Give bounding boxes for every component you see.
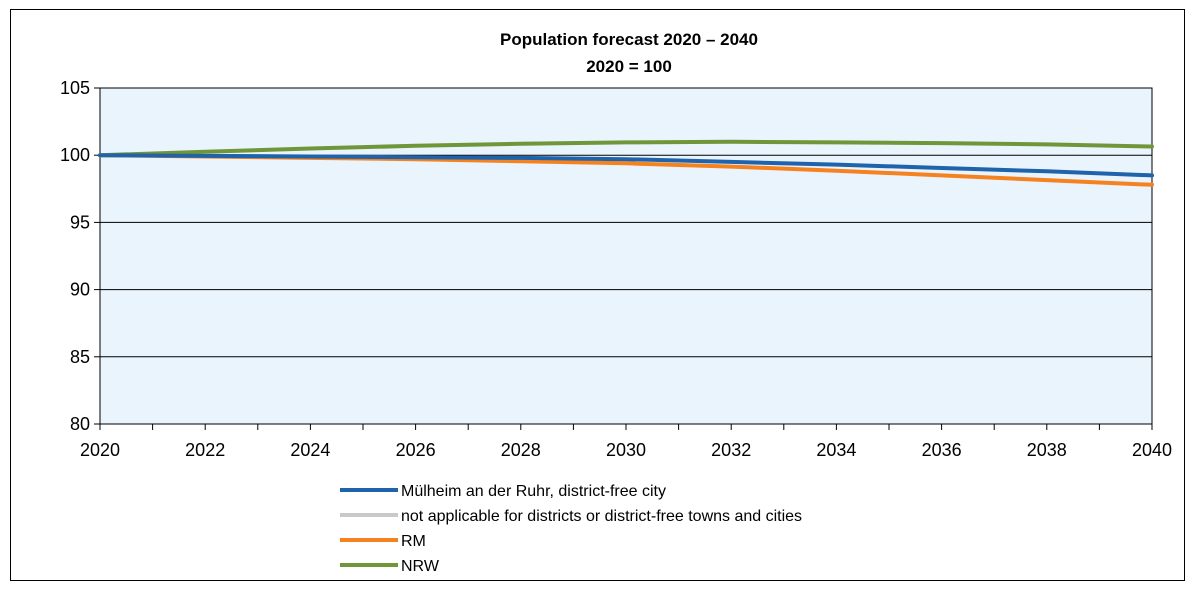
plot-background [99, 87, 1153, 425]
x-tick-label: 2024 [290, 440, 330, 460]
series-line-0 [98, 153, 1154, 178]
y-tick-label: 95 [70, 212, 90, 232]
x-tick-label: 2032 [711, 440, 751, 460]
x-tick-label: 2030 [606, 440, 646, 460]
y-tick-label: 80 [70, 414, 90, 434]
legend-label: Mülheim an der Ruhr, district-free city [401, 483, 666, 500]
y-tick-label: 90 [70, 280, 90, 300]
y-tick-label: 85 [70, 347, 90, 367]
legend-label: NRW [401, 558, 440, 575]
plot-area: 80 85 90 95 100 105 2020 2022 2024 2026 2028 2030 20… [60, 78, 1172, 460]
chart-title: Population forecast 2020 – 2040 [500, 30, 758, 49]
y-tick-label: 105 [60, 78, 90, 98]
x-tick-label: 2036 [922, 440, 962, 460]
chart-subtitle: 2020 = 100 [586, 57, 672, 76]
legend-label: not applicable for districts or district… [401, 508, 802, 525]
legend-label: RM [401, 533, 426, 550]
x-tick-label: 2028 [501, 440, 541, 460]
x-tick-label: 2034 [816, 440, 856, 460]
x-tick-label: 2020 [80, 440, 120, 460]
series-line-3 [98, 139, 1154, 158]
x-tick-label: 2022 [185, 440, 225, 460]
x-tick-label: 2040 [1132, 440, 1172, 460]
x-tick-label: 2038 [1027, 440, 1067, 460]
y-tick-label: 100 [60, 145, 90, 165]
x-tick-label: 2026 [396, 440, 436, 460]
legend: Mülheim an der Ruhr, district-free city n… [340, 483, 802, 575]
